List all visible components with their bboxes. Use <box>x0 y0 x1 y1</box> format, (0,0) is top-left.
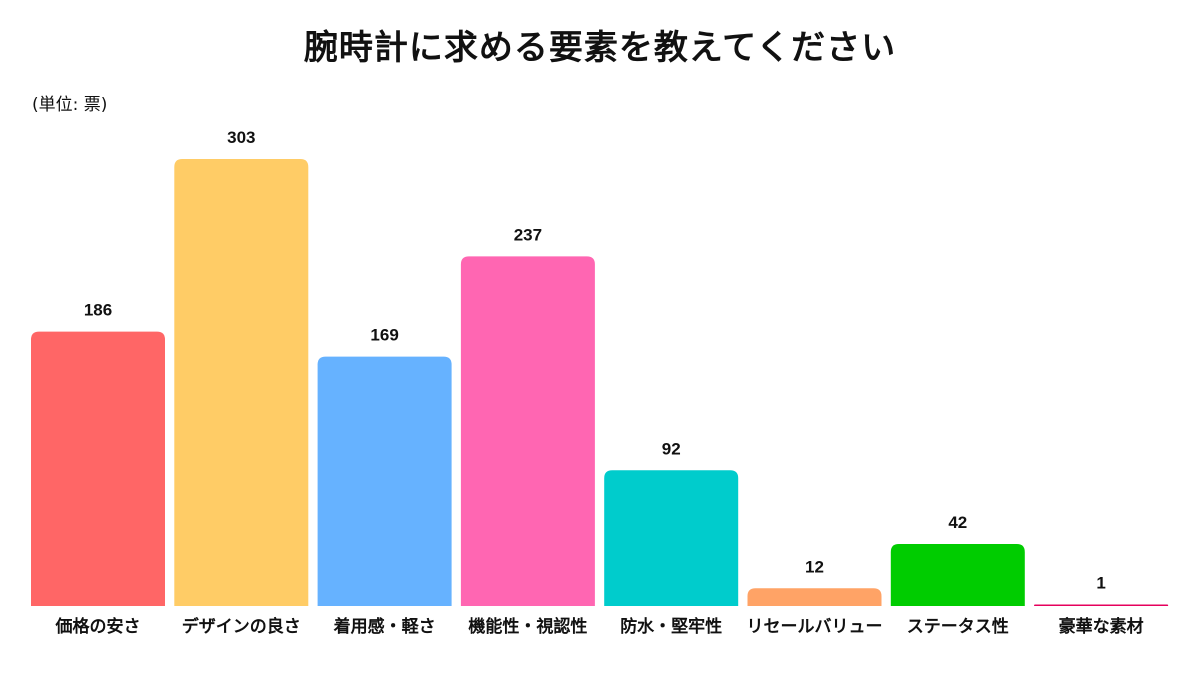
data-label-4: 237 <box>514 225 542 244</box>
bar-1 <box>31 331 165 606</box>
category-label-4: 機能性・視認性 <box>468 616 587 637</box>
data-label-8: 1 <box>1096 574 1105 593</box>
data-label-5: 92 <box>662 439 681 458</box>
category-label-5: 防水・堅牢性 <box>620 616 722 637</box>
bar-5 <box>604 470 739 606</box>
chart-title: 腕時計に求める要素を教えてください <box>303 28 897 68</box>
category-label-2: デザインの良さ <box>182 616 301 637</box>
data-label-1: 186 <box>84 301 112 320</box>
category-label-1: 価格の安さ <box>55 616 141 637</box>
data-label-2: 303 <box>227 128 255 147</box>
bar-8 <box>1034 604 1169 606</box>
unit-label: (単位: 票) <box>32 95 108 115</box>
bar-7 <box>890 544 1025 606</box>
data-label-6: 12 <box>805 557 824 576</box>
category-label-7: ステータス性 <box>907 616 1009 637</box>
data-label-7: 42 <box>948 513 967 532</box>
category-label-3: 着用感・軽さ <box>333 616 436 637</box>
category-label-6: リセールバリュー <box>747 617 883 637</box>
category-label-8: 豪華な素材 <box>1059 616 1144 637</box>
bar-2 <box>174 159 309 606</box>
bar-6 <box>747 588 882 606</box>
data-label-3: 169 <box>370 326 398 345</box>
bar-4 <box>460 256 595 606</box>
bar-3 <box>317 356 452 606</box>
